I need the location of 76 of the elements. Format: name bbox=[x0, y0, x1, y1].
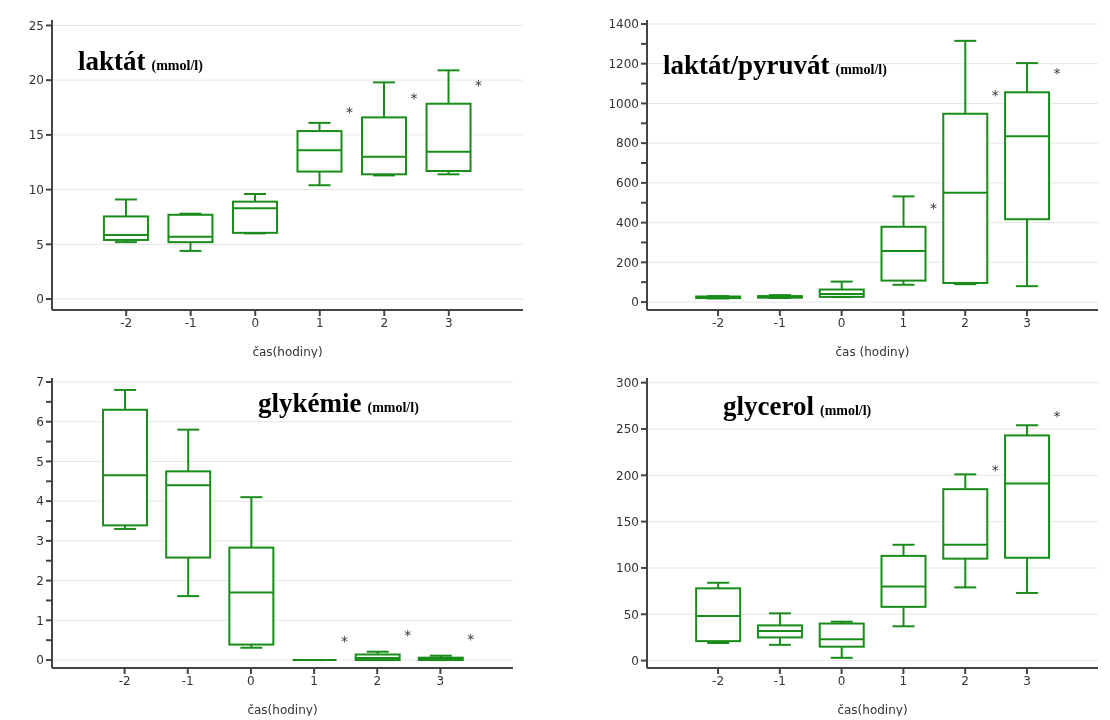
y-tick-label: 200 bbox=[616, 255, 639, 270]
annotation: * bbox=[410, 90, 418, 107]
x-tick-label: -1 bbox=[773, 315, 786, 330]
annotation: * bbox=[1053, 65, 1061, 82]
x-tick-label: 3 bbox=[1023, 315, 1031, 330]
annotation: * bbox=[991, 86, 999, 103]
y-tick-label: 1000 bbox=[608, 96, 639, 111]
text: (mmol/l) bbox=[835, 62, 887, 77]
y-tick-label: 600 bbox=[616, 176, 639, 191]
y-tick-label: 0 bbox=[631, 653, 639, 668]
x-tick-label: 0 bbox=[247, 673, 255, 688]
x-tick-label: -2 bbox=[118, 673, 131, 688]
text: (mmol/l) bbox=[367, 400, 419, 415]
x-tick-label: 2 bbox=[373, 673, 382, 688]
y-tick-label: 0 bbox=[36, 653, 44, 668]
x-tick-label: 1 bbox=[315, 315, 324, 330]
text: laktát/pyruvát bbox=[663, 50, 830, 80]
annotation: * bbox=[341, 633, 348, 650]
annotation: * bbox=[1053, 408, 1061, 425]
y-tick-label: 50 bbox=[623, 607, 639, 622]
text: laktát bbox=[78, 46, 146, 76]
y-tick-label: 800 bbox=[616, 136, 639, 151]
x-tick-label: 0 bbox=[837, 673, 846, 688]
y-tick-label: 10 bbox=[28, 182, 44, 197]
y-tick-label: 25 bbox=[28, 18, 44, 33]
y-tick-label: 1400 bbox=[608, 17, 639, 32]
x-tick-label: -2 bbox=[712, 673, 725, 688]
x-tick-label: 1 bbox=[899, 673, 908, 688]
x-tick-label: 1 bbox=[899, 315, 908, 330]
y-tick-label: 250 bbox=[616, 422, 639, 437]
text: glycerol bbox=[723, 391, 814, 421]
annotation: * bbox=[475, 76, 483, 93]
x-tick-label: -2 bbox=[120, 315, 133, 330]
y-tick-label: 2 bbox=[36, 573, 44, 588]
y-tick-label: 5 bbox=[36, 237, 44, 252]
y-tick-label: 0 bbox=[631, 295, 639, 310]
y-tick-label: 20 bbox=[28, 73, 44, 88]
y-tick-label: 0 bbox=[36, 292, 44, 307]
x-tick-label: 2 bbox=[961, 315, 969, 330]
annotation: * bbox=[930, 199, 937, 216]
x-tick-label: -1 bbox=[181, 673, 194, 688]
y-tick-label: 1 bbox=[36, 613, 44, 628]
y-tick-label: 3 bbox=[36, 534, 44, 549]
y-tick-label: 6 bbox=[36, 414, 44, 429]
x-tick-label: 1 bbox=[310, 673, 318, 688]
x-tick-label: 3 bbox=[1023, 673, 1031, 688]
y-tick-label: 200 bbox=[616, 468, 639, 483]
text: (mmol/l) bbox=[819, 403, 872, 418]
x-axis-title: čas(hodiny) bbox=[247, 703, 318, 717]
y-tick-label: 150 bbox=[616, 514, 639, 529]
text: (mmol/l) bbox=[151, 58, 203, 73]
x-tick-label: 2 bbox=[380, 315, 389, 330]
x-tick-label: -1 bbox=[184, 315, 197, 330]
y-tick-label: 1200 bbox=[608, 56, 639, 71]
x-axis-title: čas (hodiny) bbox=[835, 345, 910, 359]
y-tick-label: 7 bbox=[36, 375, 44, 390]
x-tick-label: -2 bbox=[712, 315, 725, 330]
x-axis-title: čas(hodiny) bbox=[837, 703, 908, 717]
x-tick-label: 3 bbox=[444, 315, 453, 330]
x-tick-label: 3 bbox=[436, 673, 445, 688]
annotation: * bbox=[991, 462, 999, 479]
x-tick-label: -1 bbox=[773, 673, 786, 688]
y-tick-label: 5 bbox=[36, 454, 44, 469]
chart-title: glykémie bbox=[258, 388, 362, 418]
y-tick-label: 4 bbox=[36, 494, 44, 509]
annotation: * bbox=[404, 627, 412, 644]
y-tick-label: 300 bbox=[616, 375, 639, 390]
x-tick-label: 0 bbox=[837, 315, 846, 330]
x-tick-label: 2 bbox=[961, 673, 969, 688]
x-axis-title: čas(hodiny) bbox=[252, 345, 323, 359]
y-tick-label: 15 bbox=[28, 128, 44, 143]
y-tick-label: 100 bbox=[616, 561, 639, 576]
x-tick-label: 0 bbox=[251, 315, 260, 330]
y-tick-label: 400 bbox=[616, 215, 639, 230]
annotation: * bbox=[467, 630, 475, 647]
annotation: * bbox=[346, 104, 353, 121]
